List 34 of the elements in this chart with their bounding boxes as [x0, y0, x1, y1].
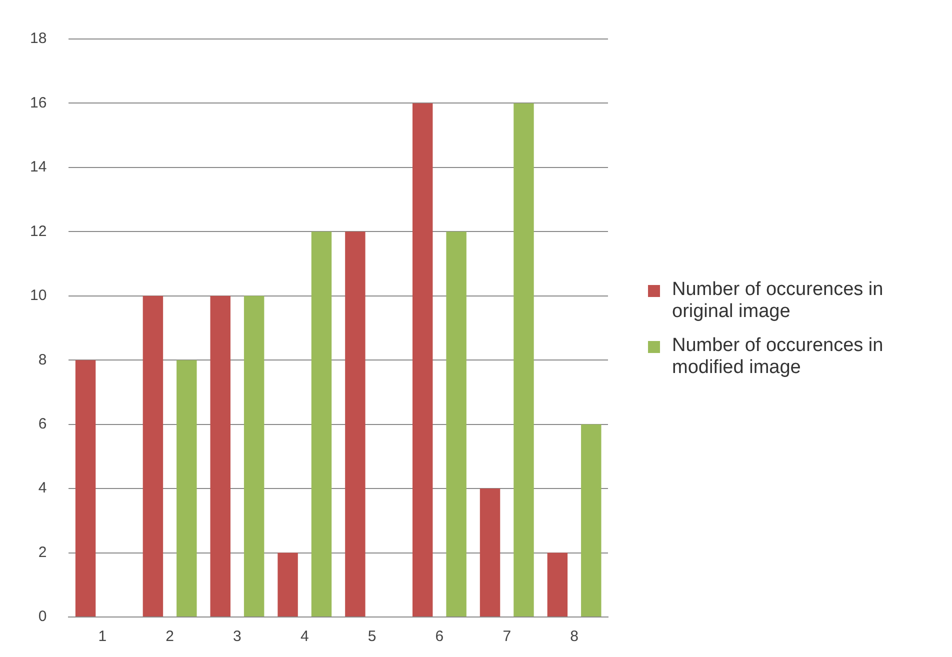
x-tick-label: 4: [300, 628, 309, 646]
x-tick-label: 8: [570, 628, 578, 646]
bar: [176, 360, 197, 616]
legend-label: Number of occurences in modified image: [672, 334, 884, 378]
bar: [345, 232, 366, 616]
bar: [412, 103, 433, 616]
x-tick-label: 1: [98, 628, 107, 646]
bar: [446, 232, 466, 616]
x-tick-label: 3: [233, 628, 242, 646]
y-tick-label: 0: [38, 608, 47, 626]
bar: [581, 424, 602, 616]
bar: [547, 552, 568, 616]
x-tick-label: 7: [502, 628, 512, 646]
y-tick-label: 18: [30, 30, 47, 48]
bar: [278, 552, 298, 616]
y-tick-label: 14: [30, 158, 47, 176]
y-tick-label: 12: [30, 222, 47, 240]
bar: [311, 232, 332, 616]
bar: [244, 296, 264, 616]
bar: [75, 360, 96, 616]
y-tick-label: 4: [38, 480, 47, 497]
x-tick-label: 6: [435, 628, 444, 646]
bar: [480, 488, 500, 616]
x-tick-label: 2: [166, 628, 174, 646]
bar: [142, 296, 164, 616]
x-tick-label: 5: [368, 628, 376, 646]
bar: [514, 103, 534, 616]
bar: [210, 296, 230, 616]
y-tick-label: 8: [38, 351, 47, 368]
y-tick-label: 2: [38, 544, 47, 561]
y-tick-label: 16: [30, 94, 47, 112]
y-tick-label: 6: [38, 415, 47, 432]
y-tick-label: 10: [30, 287, 47, 304]
legend-label: Number of occurences in original image: [672, 278, 884, 322]
